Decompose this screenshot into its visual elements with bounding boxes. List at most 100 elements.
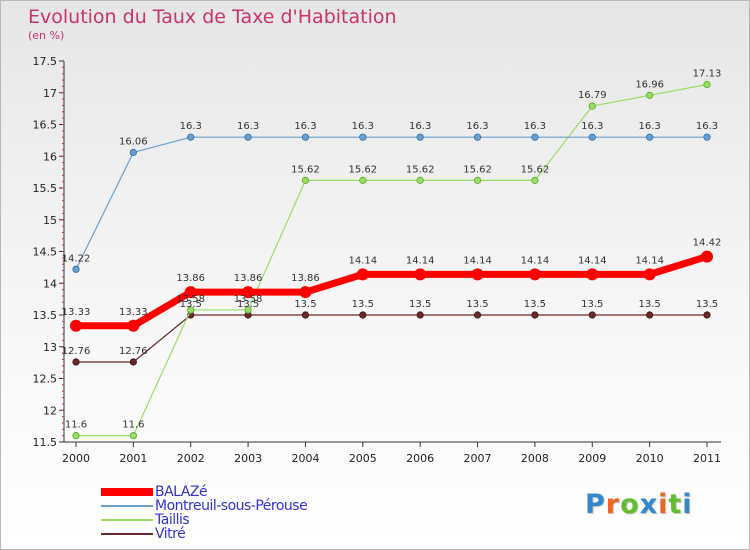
data-point	[299, 286, 312, 299]
data-label: 16.3	[352, 121, 374, 132]
x-tick-label: 2004	[291, 452, 319, 465]
data-label: 11.6	[122, 420, 144, 431]
legend-label: Taillis	[155, 512, 190, 528]
legend-label: Vitré	[155, 526, 186, 542]
data-point	[703, 311, 711, 319]
data-label: 15.62	[463, 164, 492, 175]
data-point	[72, 358, 80, 366]
data-label: 13.33	[119, 307, 148, 318]
chart-subtitle: (en %)	[28, 29, 65, 42]
x-tick-label: 2002	[177, 452, 205, 465]
data-point	[244, 306, 252, 314]
data-point	[72, 265, 80, 273]
logo-letter: x	[639, 489, 659, 520]
data-point	[416, 176, 424, 184]
x-tick-label: 2005	[349, 452, 377, 465]
data-label: 16.3	[237, 121, 259, 132]
data-point	[531, 176, 539, 184]
data-label: 16.3	[409, 121, 431, 132]
data-point	[416, 133, 424, 141]
y-tick-label: 14	[43, 277, 57, 290]
legend-swatch	[101, 533, 153, 535]
legend: BALAZé Montreuil-sous-Pérouse Taillis Vi…	[101, 484, 401, 542]
data-point	[301, 176, 310, 184]
x-tick-label: 2011	[693, 452, 721, 465]
data-point	[586, 268, 599, 281]
x-tick-label: 2003	[234, 452, 262, 465]
series-line	[75, 83, 708, 437]
data-point	[703, 80, 711, 89]
data-label: 16.3	[180, 121, 202, 132]
x-tick-label: 2001	[119, 452, 147, 465]
data-point	[359, 133, 367, 141]
data-label: 12.76	[119, 346, 148, 357]
data-point	[359, 311, 367, 319]
data-point	[703, 133, 711, 141]
data-label: 13.5	[524, 299, 546, 310]
series-layer	[70, 80, 713, 440]
data-point	[301, 133, 310, 141]
data-point	[129, 432, 137, 440]
x-tick-label: 2007	[464, 452, 492, 465]
legend-label: Montreuil-sous-Pérouse	[155, 498, 308, 514]
data-label: 12.76	[62, 346, 91, 357]
data-point	[127, 319, 140, 332]
data-label: 16.3	[696, 121, 718, 132]
series-line	[75, 314, 708, 363]
data-point	[646, 133, 654, 141]
data-point	[643, 268, 656, 281]
data-label: 13.33	[62, 307, 91, 318]
data-point	[301, 311, 310, 319]
data-point	[588, 133, 596, 141]
data-label: 14.14	[578, 255, 607, 266]
y-tick-label: 15.5	[33, 182, 58, 195]
data-label: 14.14	[521, 255, 550, 266]
legend-swatch	[101, 488, 153, 496]
y-tick-label: 16.5	[33, 119, 58, 132]
data-point	[531, 133, 539, 141]
legend-item-balaze: BALAZé	[101, 484, 401, 500]
data-label: 13.58	[176, 294, 205, 305]
data-point	[244, 133, 252, 141]
data-label: 16.3	[524, 121, 546, 132]
data-point	[473, 311, 482, 319]
logo-letter: i	[682, 489, 693, 520]
logo-letter: i	[658, 489, 669, 520]
y-tick-label: 14.5	[33, 246, 58, 259]
y-tick-label: 13.5	[33, 309, 58, 322]
data-label: 13.5	[639, 299, 661, 310]
logo-letter: r	[605, 489, 621, 520]
x-tick-label: 2009	[578, 452, 606, 465]
data-label: 16.06	[119, 136, 148, 147]
data-point	[416, 311, 424, 319]
x-tick-label: 2006	[406, 452, 434, 465]
data-label: 13.5	[352, 299, 374, 310]
data-point	[129, 358, 137, 366]
data-point	[242, 286, 255, 299]
y-tick-label: 16	[43, 150, 57, 163]
data-label: 16.79	[578, 90, 607, 101]
data-point	[528, 268, 541, 281]
data-label: 13.5	[294, 299, 316, 310]
data-point	[471, 268, 484, 281]
data-point	[414, 268, 427, 281]
data-point	[531, 311, 539, 319]
series-1	[72, 133, 711, 273]
data-label: 14.14	[463, 255, 492, 266]
series-line	[72, 253, 711, 330]
data-label: 14.22	[62, 253, 91, 264]
data-label: 13.58	[234, 294, 263, 305]
data-label: 17.13	[693, 68, 722, 79]
data-point	[72, 432, 80, 440]
data-label: 13.5	[180, 299, 202, 310]
data-label: 15.62	[291, 164, 320, 175]
series-line	[75, 136, 708, 270]
data-label: 14.14	[406, 255, 435, 266]
data-label: 15.62	[406, 164, 435, 175]
y-tick-label: 13	[43, 341, 57, 354]
data-label: 11.6	[65, 420, 87, 431]
data-labels: 13.33 13.33 13.86 13.86 13.86 14.14 14.14 14.14…	[62, 68, 722, 430]
data-label: 16.3	[294, 121, 316, 132]
data-point	[473, 176, 482, 184]
proxiti-logo: Proxiti	[585, 489, 693, 520]
